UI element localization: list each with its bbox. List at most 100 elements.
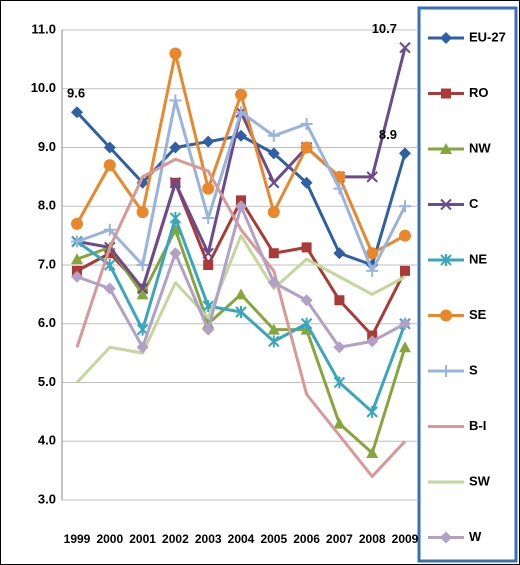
marker	[399, 41, 411, 54]
marker	[71, 235, 83, 248]
x-tick-label: 2007	[326, 532, 353, 546]
legend-label: S	[469, 362, 478, 377]
marker	[103, 282, 116, 295]
marker	[301, 242, 312, 253]
marker	[169, 94, 182, 107]
marker	[333, 341, 346, 354]
x-tick-label: 2001	[129, 532, 156, 546]
marker	[399, 229, 411, 242]
y-tick-label: 9.0	[38, 139, 56, 154]
marker	[235, 88, 247, 101]
x-tick-label: 2002	[162, 532, 189, 546]
marker	[268, 177, 280, 189]
legend-label: NE	[469, 251, 487, 266]
y-tick-label: 3.0	[38, 491, 56, 506]
x-tick-label: 2003	[195, 532, 222, 546]
legend-box	[417, 6, 518, 563]
x-tick-label: 2005	[260, 532, 287, 546]
marker	[440, 531, 452, 544]
legend-label: SW	[469, 473, 491, 488]
legend-label: C	[469, 196, 479, 211]
series-line	[75, 234, 406, 384]
y-tick-label: 6.0	[38, 315, 56, 330]
marker	[300, 118, 313, 130]
marker	[103, 223, 116, 236]
marker	[333, 417, 346, 429]
series-line	[75, 157, 407, 478]
marker	[300, 176, 313, 189]
marker	[333, 247, 346, 260]
marker	[267, 323, 280, 335]
marker	[366, 247, 379, 260]
marker	[366, 447, 379, 458]
marker	[169, 212, 182, 224]
legend-label: EU-27	[469, 29, 506, 44]
x-tick-label: 1999	[64, 532, 91, 546]
data-label: 8.9	[379, 127, 397, 142]
legend-label: SE	[469, 307, 487, 322]
data-label: 10.7	[372, 21, 397, 36]
marker	[103, 141, 116, 154]
y-tick-label: 11.0	[31, 21, 56, 36]
x-tick-label: 2006	[293, 532, 320, 546]
marker	[440, 254, 452, 266]
marker	[440, 143, 452, 154]
marker	[136, 259, 149, 271]
marker	[169, 47, 182, 60]
marker	[366, 335, 379, 348]
marker	[334, 295, 345, 306]
legend-label: RO	[469, 85, 489, 100]
marker	[268, 248, 279, 259]
marker	[202, 212, 215, 224]
marker	[366, 405, 378, 418]
marker	[235, 306, 247, 318]
data-label: 9.6	[67, 86, 85, 101]
marker	[235, 106, 247, 119]
marker	[300, 294, 313, 307]
marker	[366, 264, 379, 277]
marker	[104, 248, 115, 259]
marker	[103, 159, 116, 172]
marker	[71, 270, 83, 283]
marker	[333, 182, 346, 195]
marker	[203, 260, 214, 270]
marker	[136, 206, 149, 219]
y-tick-label: 10.0	[31, 80, 56, 95]
marker	[399, 317, 411, 330]
marker	[169, 247, 182, 260]
marker	[267, 276, 280, 289]
marker	[399, 200, 411, 213]
x-tick-label: 2008	[359, 532, 386, 546]
marker	[202, 323, 215, 336]
marker	[71, 217, 83, 230]
marker	[71, 106, 83, 119]
marker	[202, 247, 214, 259]
marker	[267, 129, 280, 142]
marker	[235, 200, 247, 213]
marker	[169, 177, 182, 189]
marker	[136, 323, 149, 336]
legend-label: NW	[469, 140, 491, 155]
marker	[399, 341, 411, 353]
marker	[440, 365, 452, 377]
marker	[202, 182, 215, 195]
marker	[366, 171, 378, 183]
marker	[136, 288, 149, 300]
marker	[71, 253, 83, 265]
marker	[441, 88, 451, 99]
y-tick-label: 5.0	[38, 374, 56, 389]
marker	[136, 282, 149, 295]
y-tick-label: 8.0	[38, 198, 56, 213]
y-tick-label: 7.0	[38, 256, 56, 271]
marker	[300, 317, 313, 330]
marker	[267, 147, 280, 160]
x-tick-label: 2009	[392, 532, 419, 546]
marker	[440, 32, 452, 44]
x-tick-label: 2004	[228, 532, 255, 546]
x-tick-label: 2000	[96, 532, 123, 546]
marker	[333, 376, 346, 389]
marker	[235, 288, 247, 300]
marker	[136, 341, 149, 354]
marker	[300, 141, 313, 154]
